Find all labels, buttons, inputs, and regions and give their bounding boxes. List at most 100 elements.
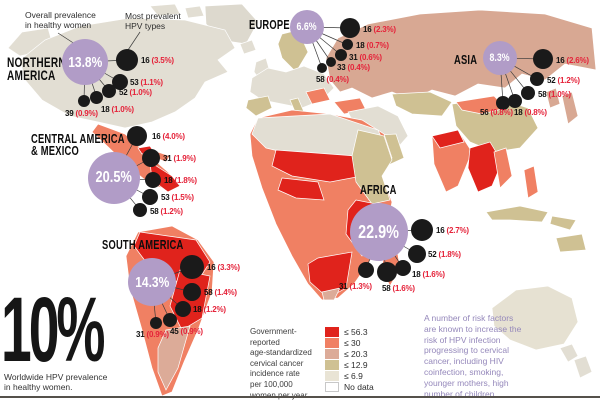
type-label: 52 (1.8%) <box>428 250 461 259</box>
map-mongolia <box>455 95 507 115</box>
type-label: 16 (2.7%) <box>436 226 469 235</box>
map-philippines <box>523 165 539 199</box>
type-label: 16 (3.3%) <box>207 263 240 272</box>
type-label: 18 (1.2%) <box>193 305 226 314</box>
type-circle <box>508 94 522 108</box>
prevalence-circle-africa: 22.9% <box>350 203 408 261</box>
map-argentina <box>157 325 191 391</box>
type-label: 16 (4.0%) <box>152 132 185 141</box>
type-label: 56 (0.8%) <box>480 108 513 117</box>
worldwide-caption: Worldwide HPV prevalence in healthy wome… <box>4 372 108 393</box>
worldwide-prevalence-value: 10% <box>1 279 105 381</box>
type-label: 31 (0.9%) <box>136 330 169 339</box>
type-label: 18 (1.8%) <box>164 176 197 185</box>
type-circle <box>530 72 544 86</box>
type-circle <box>150 317 162 329</box>
type-label: 16 (3.5%) <box>141 56 174 65</box>
prevalence-value: 22.9% <box>358 221 400 242</box>
type-circle <box>127 126 147 146</box>
region-label-central-america: CENTRAL AMERICA & MEXICO <box>31 131 125 159</box>
region-label-south-america: SOUTH AMERICA <box>102 237 184 252</box>
type-circle <box>411 219 433 241</box>
map-arctic-islands <box>149 3 181 17</box>
map-vietnam <box>493 147 513 189</box>
prevalence-value: 8.3% <box>489 52 511 64</box>
map-central-asia <box>391 91 453 117</box>
type-label: 45 (0.9%) <box>170 327 203 336</box>
type-label: 18 (0.8%) <box>514 108 547 117</box>
type-circle <box>326 57 336 67</box>
type-circle <box>521 86 535 100</box>
type-circle <box>180 255 204 279</box>
type-label: 58 (1.0%) <box>538 90 571 99</box>
type-label: 58 (1.4%) <box>204 288 237 297</box>
map-eastern-europe <box>305 87 331 105</box>
legend-label: ≤ 20.3 <box>344 349 368 359</box>
type-label: 53 (1.5%) <box>161 193 194 202</box>
type-label: 31 (1.3%) <box>339 282 372 291</box>
legend-label: ≤ 56.3 <box>344 327 368 337</box>
type-circle <box>496 96 510 110</box>
map-new-guinea <box>555 233 587 253</box>
type-circle <box>395 260 411 276</box>
type-circle <box>533 49 553 69</box>
type-circle <box>358 262 374 278</box>
type-circle <box>78 95 90 107</box>
map-arctic-islands <box>184 5 205 19</box>
type-circle <box>112 74 128 90</box>
map-iceland <box>239 39 257 55</box>
type-label: 39 (0.9%) <box>65 109 98 118</box>
region-label-europe: EUROPE <box>249 17 290 32</box>
type-label: 31 (0.6%) <box>349 53 382 62</box>
map-japan <box>561 91 579 125</box>
type-label: 52 (1.2%) <box>547 76 580 85</box>
map-new-zealand <box>573 355 593 379</box>
hpv-types-note: Most prevalent HPV types <box>125 11 181 32</box>
map-indochina <box>467 141 503 193</box>
type-label: 52 (1.0%) <box>119 88 152 97</box>
type-circle <box>340 18 360 38</box>
region-label-africa: AFRICA <box>360 182 397 197</box>
legend-label: ≤ 12.9 <box>344 360 368 370</box>
overall-prevalence-note: Overall prevalence in healthy women <box>25 10 96 31</box>
legend-swatch <box>325 371 339 381</box>
legend-swatch <box>325 360 339 370</box>
risk-factors-note: A number of risk factors are known to in… <box>424 313 522 399</box>
type-circle <box>408 245 426 263</box>
type-label: 16 (2.6%) <box>556 56 589 65</box>
map-australia <box>491 285 579 351</box>
type-circle <box>175 301 191 317</box>
prevalence-circle-central-america: 20.5% <box>88 152 140 204</box>
map-indonesia <box>485 205 549 223</box>
type-label: 16 (2.3%) <box>363 25 396 34</box>
prevalence-circle-asia: 8.3% <box>483 41 517 75</box>
type-circle <box>142 189 158 205</box>
type-circle <box>145 172 161 188</box>
map-indonesia-east <box>549 215 577 231</box>
type-circle <box>317 63 327 73</box>
type-label: 18 (1.0%) <box>101 105 134 114</box>
type-label: 33 (0.4%) <box>337 63 370 72</box>
map-south-africa-tip <box>321 287 341 301</box>
type-circle <box>183 283 201 301</box>
type-label: 58 (0.4%) <box>316 75 349 84</box>
map-sudan-egypt <box>351 129 393 205</box>
legend-swatch <box>325 327 339 337</box>
type-circle <box>342 39 353 50</box>
type-circle <box>142 149 160 167</box>
type-circle <box>377 262 397 282</box>
prevalence-circle-south-america: 14.3% <box>128 258 176 306</box>
prevalence-circle-northern-america: 13.8% <box>62 39 108 85</box>
type-circle <box>116 49 138 71</box>
type-circle <box>133 203 147 217</box>
type-circle <box>90 91 103 104</box>
legend-swatch <box>325 338 339 348</box>
map-north-india <box>431 129 465 149</box>
map-korea <box>545 87 561 109</box>
legend-description: Government- reported age-standardized ce… <box>250 327 312 400</box>
type-label: 18 (0.7%) <box>356 41 389 50</box>
legend-swatch <box>325 382 339 392</box>
legend-label: No data <box>344 382 374 392</box>
bottom-rule <box>0 396 600 398</box>
type-circle <box>335 49 347 61</box>
